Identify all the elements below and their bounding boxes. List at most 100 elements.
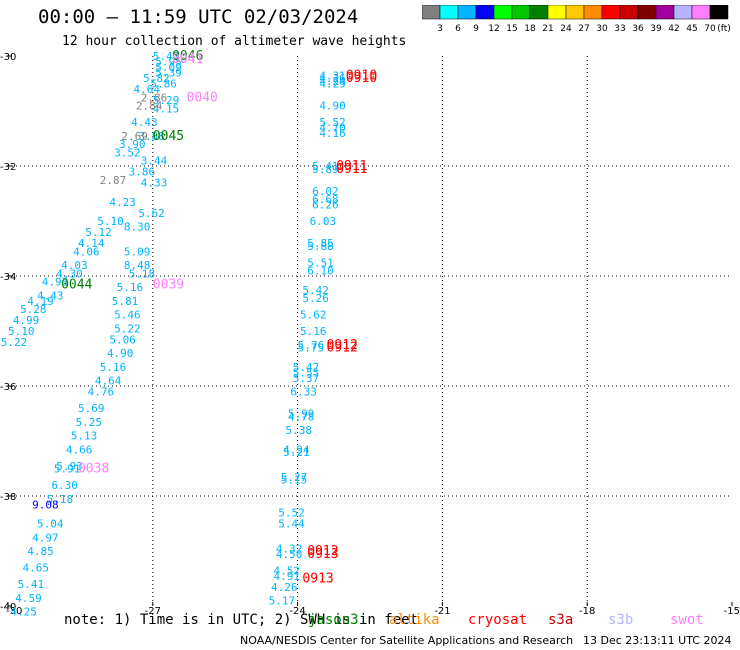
wave-height-label: 4.03 bbox=[61, 259, 88, 272]
wave-height-label: 4.43 bbox=[37, 289, 64, 302]
pass-time-label: 0910 bbox=[346, 71, 377, 86]
wave-height-label: 5.16 bbox=[100, 361, 127, 374]
colorbar-tick-label: 45 bbox=[686, 24, 697, 34]
wave-height-label: 5.82 bbox=[143, 72, 170, 85]
wave-height-label: 5.28 bbox=[20, 303, 47, 316]
wave-height-label: 5.09 bbox=[124, 245, 151, 258]
wave-height-label: 4.33 bbox=[141, 177, 168, 190]
y-tick-label: -40 bbox=[0, 602, 16, 613]
wave-height-label: 4.52 bbox=[273, 564, 300, 577]
colorbar-unit-label: (ft) bbox=[717, 24, 731, 34]
colorbar-tick-label: 33 bbox=[614, 24, 625, 34]
wave-height-label: 5.52 bbox=[319, 116, 346, 129]
wave-height-label: 4.99 bbox=[13, 314, 40, 327]
pass-time-label: 0913 bbox=[307, 547, 338, 562]
wave-height-label: 4.90 bbox=[319, 100, 346, 113]
wave-height-label: 5.51 bbox=[307, 256, 334, 269]
colorbar-tick-label: 3 bbox=[437, 24, 443, 34]
wave-height-label: 5.10 bbox=[97, 215, 124, 228]
wave-height-label: 5.88 bbox=[307, 240, 334, 253]
wave-height-label: 4.31 bbox=[319, 69, 346, 82]
wave-height-label: 4.64 bbox=[95, 375, 122, 388]
colorbar-tick-label: 15 bbox=[506, 24, 517, 34]
wave-height-label: 4.78 bbox=[288, 410, 315, 423]
wave-height-label: 4.06 bbox=[73, 245, 100, 258]
wave-height-label: 9.08 bbox=[32, 498, 59, 511]
wave-height-label: 4.36 bbox=[319, 72, 346, 85]
pass-time-label: 0045 bbox=[153, 129, 184, 144]
wave-height-label: 5.42 bbox=[293, 361, 320, 374]
wave-height-label: 5.16 bbox=[117, 281, 144, 294]
colorbar-tick-label: 24 bbox=[560, 24, 572, 34]
colorbar-tick-label: 42 bbox=[668, 24, 679, 34]
pass-time-label: 0044 bbox=[61, 277, 92, 292]
wave-height-label: 5.46 bbox=[114, 309, 141, 322]
colorbar-tick-label: 70 bbox=[704, 24, 716, 34]
wave-height-label: 6.03 bbox=[310, 215, 337, 228]
y-tick-label: -34 bbox=[0, 272, 16, 283]
chart-subtitle: 12 hour collection of altimeter wave hei… bbox=[62, 34, 407, 49]
colorbar-swatch bbox=[709, 5, 729, 20]
wave-height-label: 5.38 bbox=[286, 424, 313, 437]
wave-height-label: 6.02 bbox=[312, 185, 339, 198]
pass-time-label: 0911 bbox=[336, 159, 367, 174]
wave-height-label: 5.41 bbox=[18, 578, 45, 591]
mission-label-altika: altika bbox=[389, 612, 440, 628]
wave-height-label: 4.66 bbox=[66, 443, 93, 456]
wave-height-label: 4.76 bbox=[88, 386, 115, 399]
wave-height-label: 4.70 bbox=[319, 122, 346, 135]
wave-height-label: 4.19 bbox=[27, 295, 54, 308]
wave-height-label: 5.86 bbox=[150, 78, 177, 91]
wave-height-label: 6.68 bbox=[312, 193, 339, 206]
wave-height-label: 2.86 bbox=[141, 91, 168, 104]
wave-height-label: 4.14 bbox=[78, 237, 105, 250]
wave-height-label: 5.69 bbox=[78, 402, 105, 415]
wave-height-label: 4.59 bbox=[15, 592, 41, 605]
generated-timestamp: 13 Dec 23:13:11 UTC 2024 bbox=[583, 634, 732, 647]
wave-height-label: 5.85 bbox=[307, 237, 334, 250]
colorbar-tick-label: 6 bbox=[455, 24, 461, 34]
wave-height-label: 2.69 bbox=[121, 130, 148, 143]
colorbar-tick-label: 9 bbox=[473, 24, 479, 34]
wave-height-label: 5.41 bbox=[312, 160, 339, 173]
wave-height-label: 5.42 bbox=[302, 284, 329, 297]
wave-height-label: 5.62 bbox=[300, 309, 327, 322]
wave-height-label: 5.75 bbox=[298, 342, 325, 355]
pass-time-label: 0041 bbox=[172, 52, 203, 67]
colorbar-tick-label: 18 bbox=[524, 24, 536, 34]
wave-height-label: 5.21 bbox=[283, 446, 310, 459]
wave-height-label: 5.18 bbox=[129, 267, 156, 280]
colorbar-tick-label: 39 bbox=[650, 24, 662, 34]
colorbar-legend: 3 6 9 12 15 18 21 24 27 30 33 36 39 42 45 70 (ft) bbox=[422, 5, 731, 34]
wave-height-label: 4.50 bbox=[276, 548, 303, 561]
wave-height-label: 5.95 bbox=[155, 56, 182, 69]
wave-height-label: 2.84 bbox=[136, 100, 163, 113]
wave-height-label: 5.91 bbox=[54, 463, 81, 476]
mission-label-s3a: s3a bbox=[548, 612, 574, 628]
mission-label-jason3: jason3 bbox=[308, 612, 359, 628]
wave-height-label: 5.29 bbox=[153, 94, 180, 107]
wave-height-label: 5.93 bbox=[56, 460, 82, 473]
pass-time-label: 0912 bbox=[327, 338, 358, 353]
wave-height-label: 5.25 bbox=[76, 416, 103, 429]
wave-height-label: 4.64 bbox=[133, 83, 160, 96]
wave-height-label: 2.87 bbox=[100, 174, 127, 187]
wave-height-label: 5.16 bbox=[300, 325, 327, 338]
wave-height-label: 4.24 bbox=[319, 75, 346, 88]
pass-time-label: 0038 bbox=[78, 462, 109, 477]
wave-height-label: 4.93 bbox=[42, 276, 69, 289]
wave-height-label: 5.99 bbox=[288, 408, 315, 421]
y-tick-label: -32 bbox=[0, 162, 16, 173]
wave-height-label: 5.76 bbox=[298, 339, 325, 352]
wave-height-label: 5.44 bbox=[278, 518, 305, 531]
wave-height-label: 5.09 bbox=[155, 61, 182, 74]
wave-height-label: 4.26 bbox=[271, 581, 298, 594]
colorbar-tick-label: 21 bbox=[542, 24, 553, 34]
colorbar-tick-label: 36 bbox=[632, 24, 644, 34]
wave-height-label: 4.16 bbox=[319, 127, 346, 140]
wave-height-label: 5.17 bbox=[269, 595, 296, 608]
x-tick-label: -15 bbox=[724, 606, 740, 617]
wave-height-label: 4.94 bbox=[283, 443, 310, 456]
pass-time-label: 0910 bbox=[346, 68, 377, 83]
